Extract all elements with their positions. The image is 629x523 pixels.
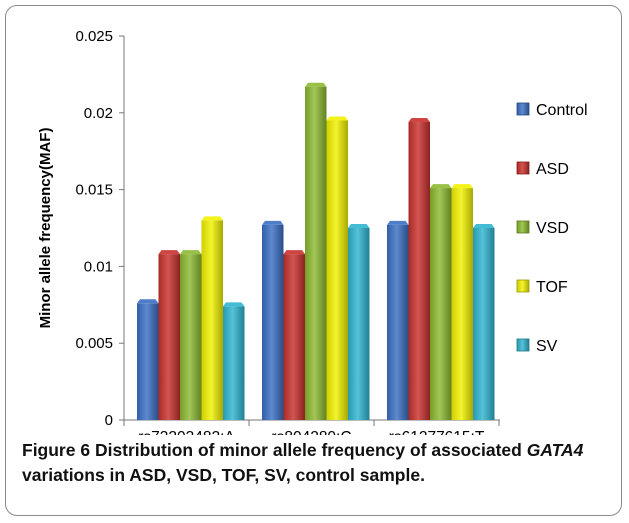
legend-swatch-vsd: [516, 220, 530, 234]
caption-gene: GATA4: [526, 440, 584, 460]
x-tick-label: rs73203482:A: [138, 429, 235, 435]
legend-swatch-tof: [516, 279, 530, 293]
bar-top-asd-2: [408, 118, 430, 123]
bar-asd-0: [158, 254, 180, 420]
bar-control-1: [262, 224, 284, 420]
chart-legend: Control ASD VSD TOF SV: [516, 102, 588, 355]
bar-vsd-2: [430, 188, 452, 420]
bar-asd-1: [283, 254, 305, 420]
bar-sv-0: [223, 306, 245, 420]
bar-top-tof-0: [201, 216, 223, 221]
legend-swatch-asd: [516, 161, 530, 175]
legend-label-vsd: VSD: [536, 220, 569, 237]
bar-tof-0: [201, 220, 223, 420]
bar-sv-1: [348, 228, 370, 420]
legend-swatch-control: [516, 102, 530, 116]
chart-bars: [137, 82, 495, 421]
bar-sv-2: [473, 228, 495, 420]
bar-vsd-1: [305, 86, 327, 421]
y-tick-label: 0: [105, 412, 113, 429]
chart-ticks: 0 0.005 0.01 0.015 0.02 0.025 rs73203482:A rs80…: [75, 28, 500, 435]
y-tick-label: 0.025: [75, 28, 113, 45]
bar-top-vsd-1: [305, 82, 327, 87]
y-tick-label: 0.01: [84, 258, 113, 275]
y-axis-label: Minor allele frequency(MAF): [37, 128, 54, 329]
bar-asd-2: [408, 122, 430, 421]
x-tick-label: rs61277615:T: [389, 429, 485, 435]
bar-top-tof-1: [326, 116, 348, 121]
bar-chart: 0 0.005 0.01 0.015 0.02 0.025 rs73203482:A rs80…: [37, 28, 588, 435]
bar-top-control-2: [387, 220, 409, 225]
legend-swatch-sv: [516, 338, 530, 352]
bar-top-control-1: [262, 220, 284, 225]
bar-top-sv-1: [348, 224, 370, 228]
x-tick-label: rs804280:C: [271, 429, 351, 435]
bar-vsd-0: [180, 254, 202, 420]
legend-label-control: Control: [536, 102, 588, 119]
caption-label: Figure 6: [22, 440, 91, 460]
legend-label-asd: ASD: [536, 161, 569, 178]
figure-caption: Figure 6 Distribution of minor allele fr…: [22, 438, 612, 488]
y-tick-label: 0.015: [75, 182, 113, 199]
bar-tof-1: [326, 120, 348, 420]
caption-text-1: Distribution of minor allele frequency o…: [90, 440, 527, 460]
bar-tof-2: [451, 188, 473, 420]
bar-top-vsd-2: [430, 184, 452, 189]
bar-top-vsd-0: [180, 250, 202, 255]
bar-top-sv-0: [223, 302, 245, 307]
caption-text-2: variations in ASD, VSD, TOF, SV, control…: [22, 465, 425, 485]
bar-top-sv-2: [473, 224, 495, 228]
bar-control-0: [137, 303, 159, 420]
legend-label-tof: TOF: [536, 279, 568, 296]
y-tick-label: 0.005: [75, 335, 113, 352]
bar-top-control-0: [137, 299, 159, 304]
legend-label-sv: SV: [536, 338, 558, 355]
bar-top-asd-0: [158, 250, 180, 255]
bar-top-asd-1: [283, 250, 305, 255]
bar-top-tof-2: [451, 184, 473, 189]
y-tick-label: 0.02: [84, 105, 113, 122]
bar-control-2: [387, 224, 409, 420]
